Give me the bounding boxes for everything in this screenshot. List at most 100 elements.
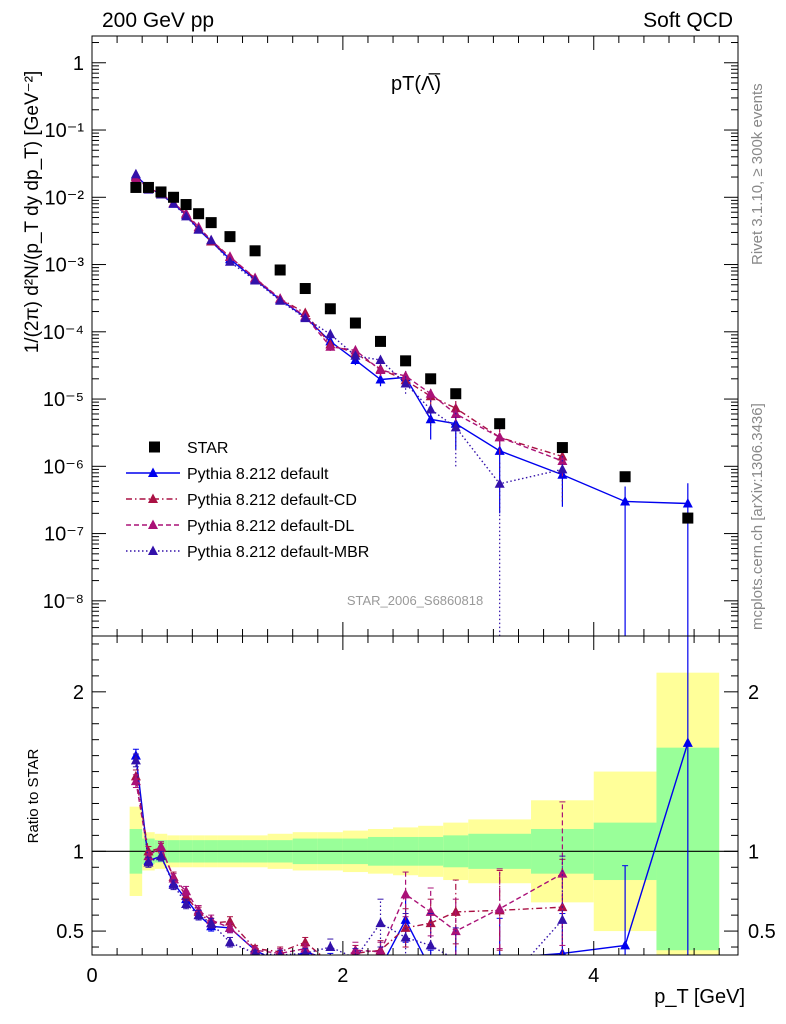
data-point — [325, 328, 336, 339]
ratio-data-point — [277, 949, 284, 955]
ratio-data-point — [130, 750, 141, 760]
data-point — [206, 234, 217, 245]
ratio-data-point — [224, 922, 235, 932]
legend-marker — [148, 545, 158, 555]
ratio-data-point — [325, 962, 335, 972]
data-point — [425, 403, 436, 414]
data-point — [224, 231, 236, 243]
ratio-data-point — [325, 941, 336, 952]
x-tick-label: 4 — [588, 965, 599, 987]
data-point — [400, 370, 411, 381]
ratio-data-point — [155, 850, 166, 861]
data-point — [450, 402, 461, 413]
ratio-data-point — [181, 898, 192, 908]
ratio-clip-group — [92, 636, 738, 995]
y-tick-label: 2 — [73, 682, 84, 704]
ratio-data-point — [350, 961, 360, 971]
main-chart-title: pT(Λ̅) — [391, 72, 441, 95]
ratio-data-point — [425, 939, 436, 950]
main-plot-area — [91, 35, 739, 637]
ratio-data-point — [181, 885, 192, 896]
ratio-data-point — [275, 957, 285, 967]
ratio-data-point — [300, 943, 311, 953]
data-point — [620, 495, 631, 506]
legend-label: Pythia 8.212 default-CD — [187, 492, 357, 509]
y-tick-label: 10⁻⁶ — [43, 456, 84, 478]
ratio-y-tick-labels: 0.5 0.5 1 1 2 2 — [56, 682, 776, 943]
data-point — [682, 497, 693, 508]
data-point — [168, 191, 180, 203]
ratio-data-point — [495, 985, 505, 995]
legend-marker — [148, 493, 158, 503]
ratio-data-point — [494, 903, 505, 913]
ratio-plot-area — [91, 635, 739, 995]
main-panel: 10⁻⁸ 10⁻⁷ 10⁻⁶ 10⁻⁵ 10⁻⁴ 10⁻³ 10⁻² 10⁻¹ 1 pT(Λ̅)… — [22, 35, 739, 637]
data-point — [249, 245, 261, 257]
data-point — [350, 344, 361, 355]
ratio-data-point — [498, 952, 501, 955]
ratio-data-point — [325, 957, 335, 967]
data-point — [193, 224, 204, 234]
x-axis-label: p_T [GeV] — [654, 986, 745, 1008]
data-point — [350, 350, 361, 360]
x-tick-label: 0 — [86, 965, 97, 987]
data-point — [375, 354, 386, 365]
ratio-y-axis-label: Ratio to STAR — [25, 748, 42, 843]
ratio-data-point — [143, 856, 154, 867]
data-point — [168, 198, 179, 208]
data-point — [556, 442, 568, 454]
data-point — [205, 217, 217, 229]
y-tick-label: 1 — [73, 841, 84, 863]
ratio-data-point — [557, 914, 568, 924]
main-ticks — [91, 36, 738, 637]
y-tick-label: 10⁻⁵ — [43, 389, 84, 411]
ratio-data-point — [329, 954, 331, 955]
legend-marker — [148, 467, 158, 477]
data-point — [450, 421, 461, 432]
y-tick-label: 10⁻⁸ — [43, 591, 84, 613]
data-point — [224, 256, 235, 266]
data-point — [325, 341, 336, 351]
ratio-data-point — [426, 964, 436, 974]
ratio-data-point — [130, 775, 141, 786]
data-point — [494, 418, 506, 430]
data-point — [450, 388, 462, 400]
data-point — [130, 181, 142, 193]
data-point — [181, 210, 192, 221]
legend-marker — [149, 441, 160, 453]
data-point — [275, 295, 286, 305]
data-point — [250, 274, 261, 285]
y-tick-label-right: 1 — [748, 841, 759, 863]
mcplots-label: mcplots.cern.ch [arXiv:1306.3436] — [749, 403, 766, 630]
ratio-data-point — [425, 906, 436, 916]
y-tick-label: 10⁻² — [45, 187, 85, 209]
data-point — [224, 251, 235, 261]
data-point — [557, 463, 568, 474]
y-tick-label: 10⁻⁴ — [43, 322, 84, 344]
legend-label: STAR — [187, 440, 228, 457]
data-point — [300, 312, 311, 323]
ratio-data-point — [455, 954, 457, 955]
ratio-data-point — [251, 947, 259, 955]
ratio-data-point — [400, 888, 411, 899]
data-point — [400, 355, 412, 367]
data-point — [142, 181, 154, 193]
data-point — [375, 374, 386, 384]
ratio-data-point — [224, 936, 235, 947]
legend: STAR Pythia 8.212 default Pythia 8.212 def… — [126, 440, 369, 561]
data-point — [619, 471, 631, 483]
ratio-data-point — [130, 754, 141, 765]
analysis-label: STAR_2006_S6860818 — [347, 593, 483, 608]
main-clip-group — [130, 168, 694, 636]
data-point — [193, 208, 205, 220]
data-point — [274, 264, 286, 276]
data-point — [349, 317, 361, 329]
header-left-label: 200 GeV pp — [102, 9, 214, 32]
data-point — [130, 168, 141, 179]
ratio-data-point — [354, 952, 357, 955]
main-y-tick-labels: 10⁻⁸ 10⁻⁷ 10⁻⁶ 10⁻⁵ 10⁻⁴ 10⁻³ 10⁻² 10⁻¹ 1 — [43, 53, 85, 613]
ratio-data-point — [400, 922, 411, 932]
ratio-data-point — [376, 962, 386, 972]
data-point — [682, 512, 694, 524]
